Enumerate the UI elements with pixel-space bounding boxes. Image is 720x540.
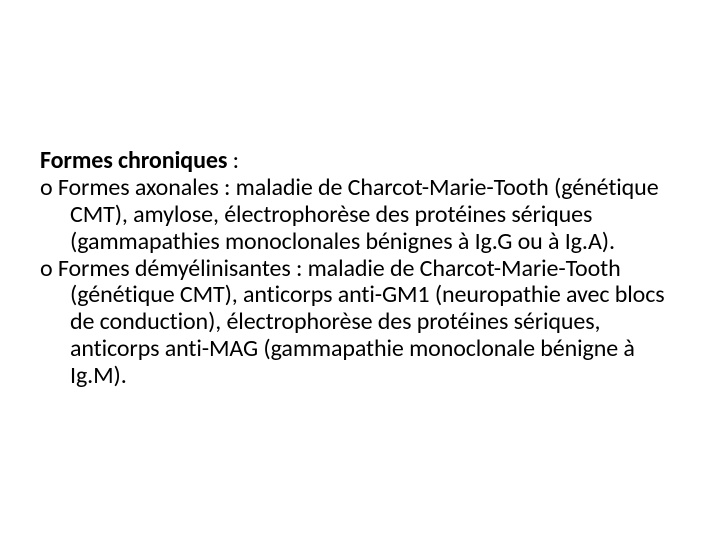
bullet-icon: o [40,254,58,283]
list-item: o Formes démyélinisantes : maladie de Ch… [40,256,680,390]
slide-body: Formes chroniques : o Formes axonales : … [0,0,720,540]
heading-line: Formes chroniques : [40,148,680,175]
heading-colon: : [227,146,239,175]
bullet-icon: o [40,173,58,202]
content-block: Formes chroniques : o Formes axonales : … [40,148,680,390]
heading-title: Formes chroniques [40,146,227,175]
item-text: Formes démyélinisantes : maladie de Char… [58,254,665,391]
item-text: Formes axonales : maladie de Charcot-Mar… [58,173,659,256]
list-item: o Formes axonales : maladie de Charcot-M… [40,175,680,256]
